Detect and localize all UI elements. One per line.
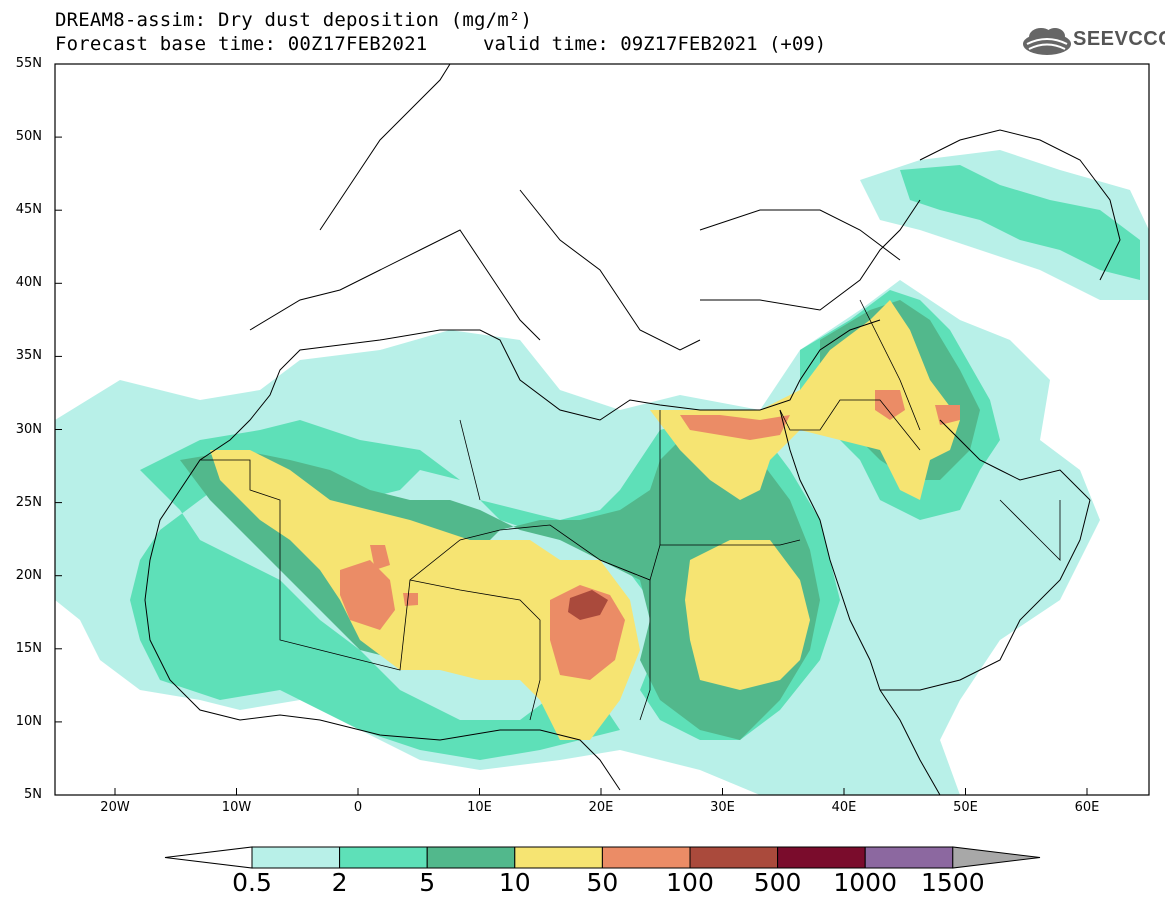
latitude-label: 55N [15, 56, 42, 71]
colorbar-label: 10 [498, 868, 531, 897]
latitude-label: 5N [24, 787, 42, 802]
colorbar-label: 1000 [833, 868, 897, 897]
latitude-label: 20N [15, 567, 42, 583]
longitude-label: 10E [467, 800, 492, 815]
longitude-label: 40E [831, 800, 857, 815]
axis-ticks [55, 63, 1088, 796]
colorbar-label: 50 [586, 868, 619, 897]
colorbar-label: 100 [666, 868, 714, 897]
longitude-label: 0 [353, 800, 363, 815]
coastlines [144, 64, 1121, 795]
latitude-label: 10N [15, 713, 42, 729]
colorbar-label: 500 [753, 868, 802, 897]
colorbar-label: 0.5 [232, 868, 272, 897]
seevccc-logo [1023, 28, 1071, 55]
forecast-base-time: Forecast base time: 00Z17FEB2021 [55, 33, 428, 55]
latitude-label: 45N [15, 202, 42, 218]
map-title: DREAM8-assim: Dry dust deposition (mg/m²… [55, 9, 533, 31]
cloud-icon [1023, 28, 1071, 55]
dust-contour-100 [568, 590, 608, 620]
latitude-label: 25N [15, 494, 42, 510]
colorbar-label: 1500 [920, 868, 985, 897]
logo-text: SEEVCCC [1073, 28, 1165, 50]
longitude-label: 10W [221, 800, 252, 815]
valid-time: valid time: 09Z17FEB2021 (+09) [483, 33, 827, 55]
longitude-label: 20W [100, 800, 130, 815]
longitude-label: 50E [953, 800, 978, 815]
latitude-label: 30N [15, 421, 42, 437]
longitude-label: 30E [710, 800, 735, 815]
longitude-label: 20E [588, 800, 614, 815]
dust-contour-10 [210, 300, 960, 740]
latitude-label: 50N [15, 129, 42, 145]
latitude-label: 15N [15, 640, 42, 656]
country-borders [200, 299, 1061, 721]
latitude-label: 35N [15, 348, 42, 364]
colorbar-label: 5 [419, 868, 436, 897]
longitude-label: 60E [1074, 800, 1100, 815]
dust-contour-50 [340, 390, 960, 680]
colorbar-label: 2 [331, 868, 348, 897]
latitude-label: 40N [15, 275, 42, 291]
